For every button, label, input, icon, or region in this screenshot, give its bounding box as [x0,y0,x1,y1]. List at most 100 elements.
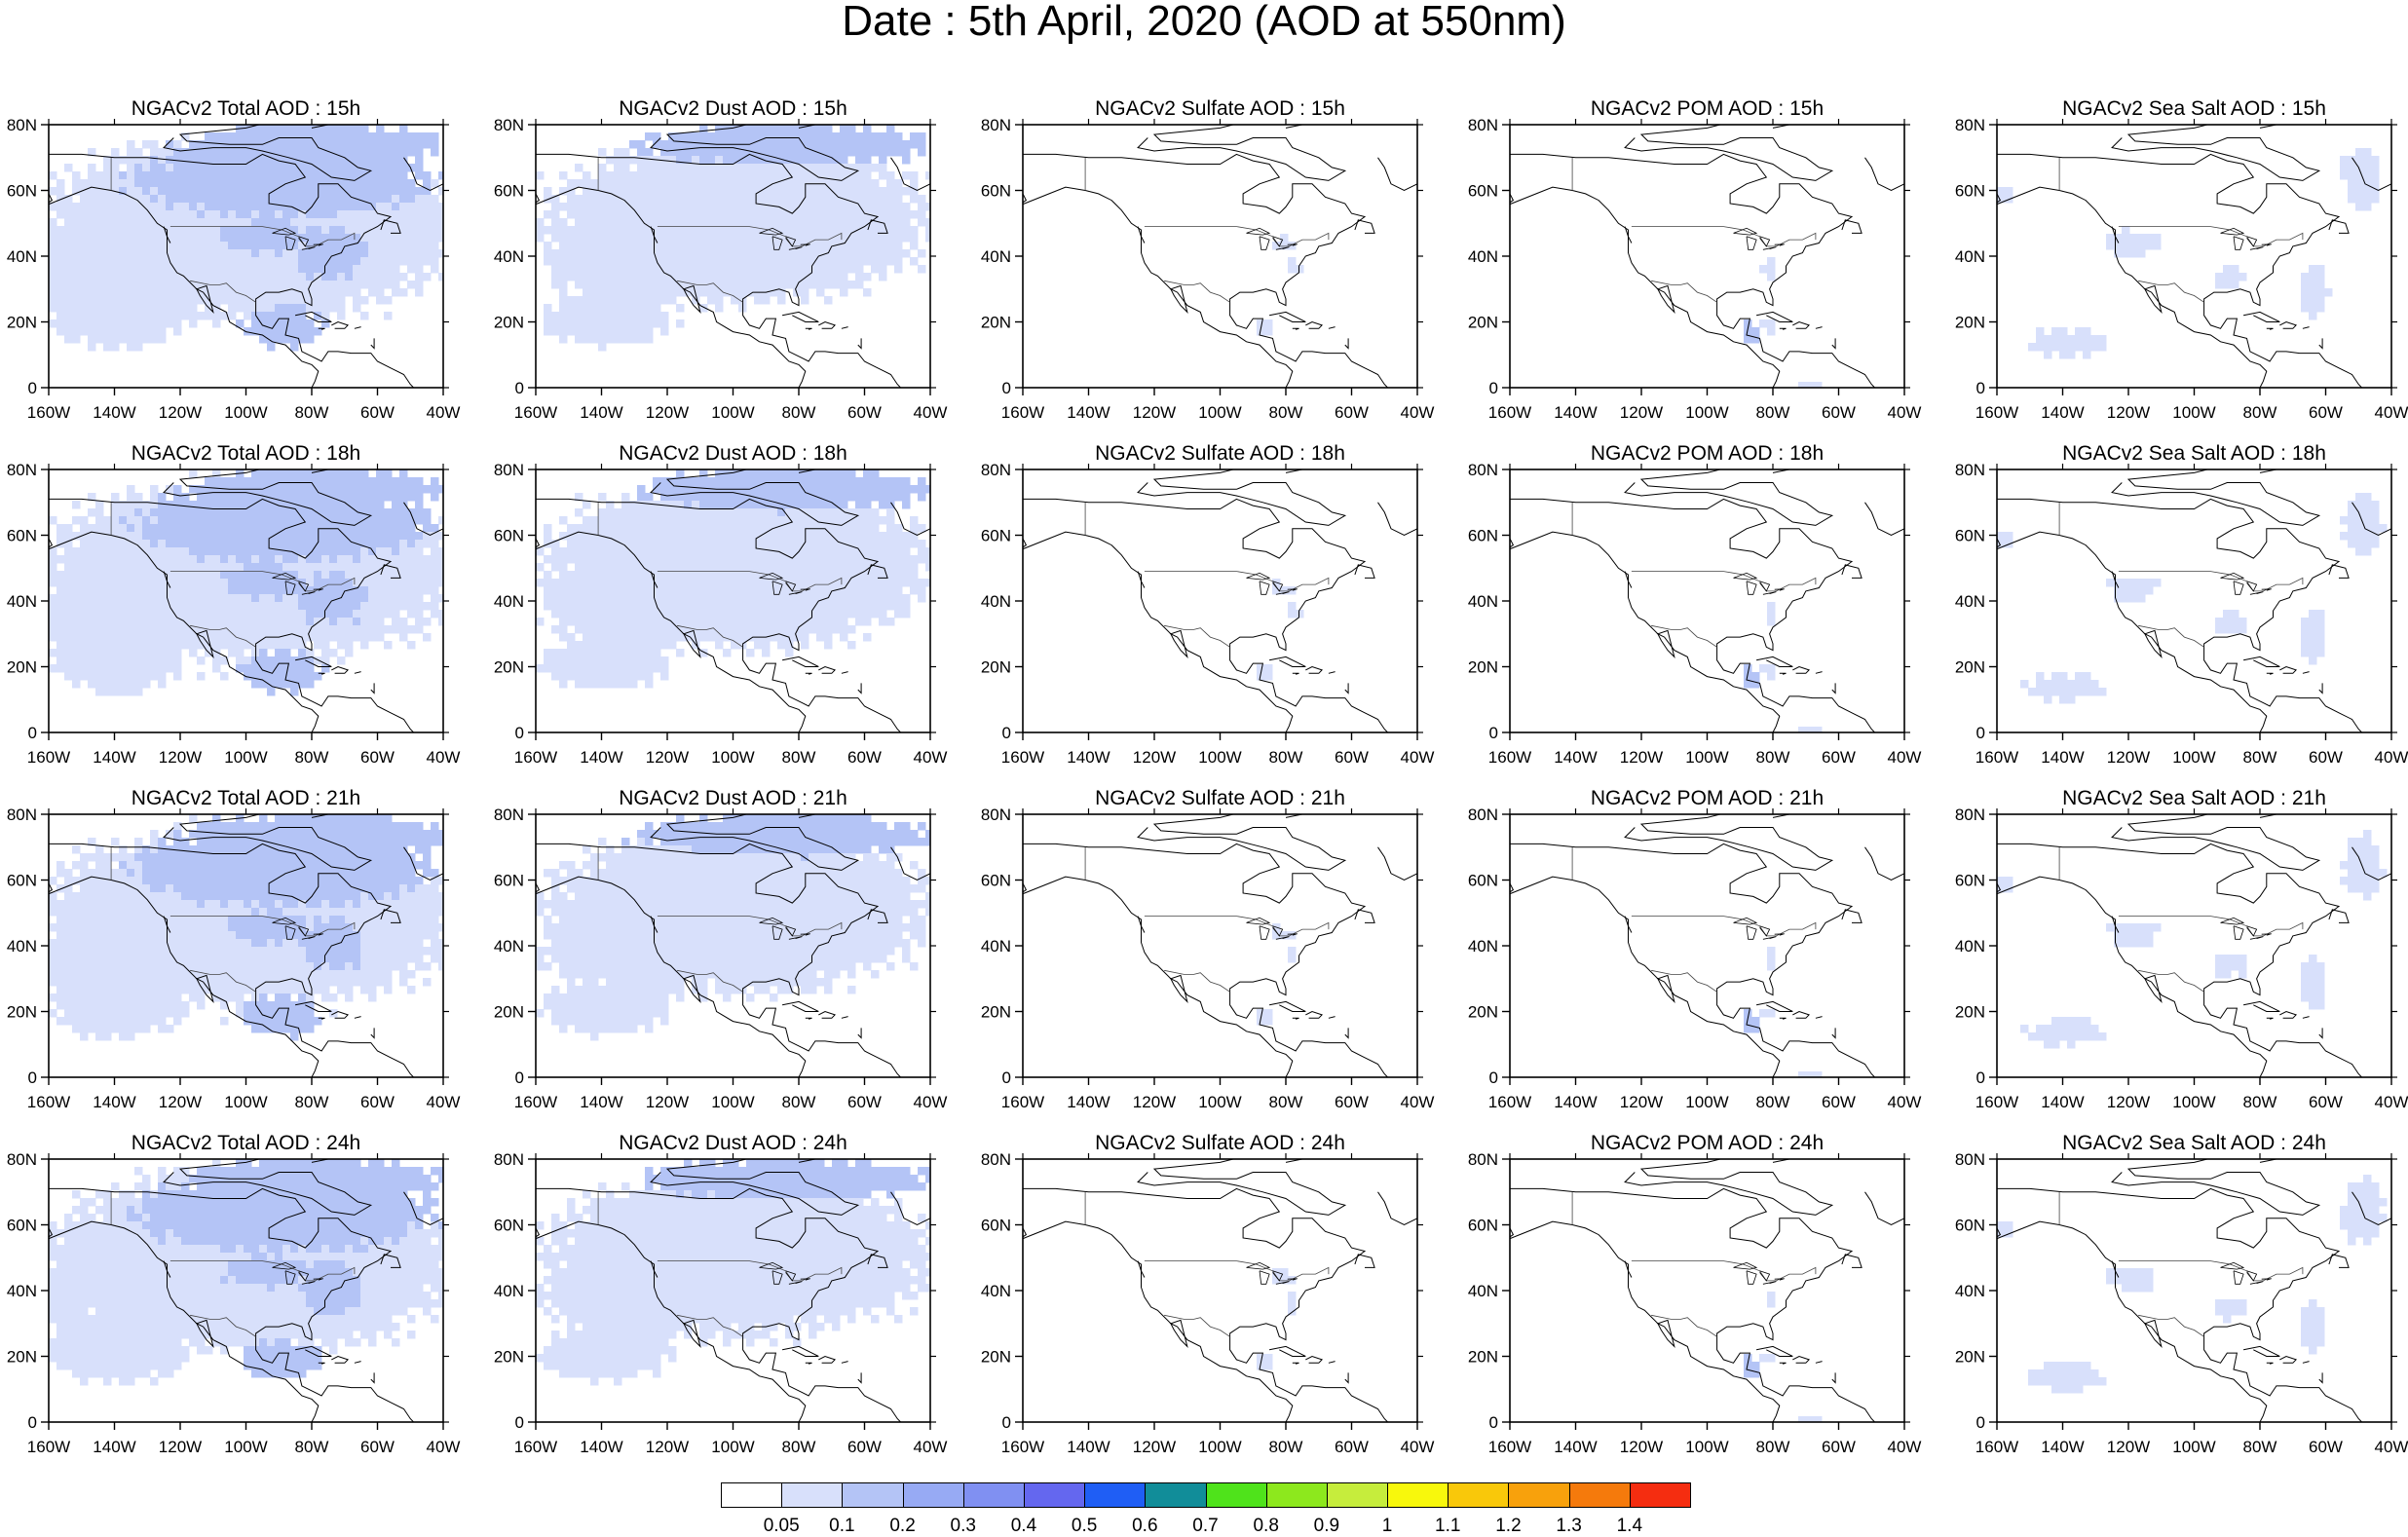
aod-cell [368,156,377,165]
aod-cell [840,571,848,580]
aod-cell [181,273,190,281]
aod-cell [606,335,615,344]
aod-cell [614,148,622,157]
aod-cell [306,203,315,211]
aod-cell [583,625,591,634]
aod-cell [2090,343,2099,352]
aod-cell [95,218,104,227]
aod-cell [645,156,654,165]
aod-cell [637,602,646,611]
aod-cell [777,273,786,281]
aod-cell [142,540,151,548]
aod-cell [345,125,354,133]
aod-cell [181,249,190,258]
aod-cell [251,602,260,611]
aod-cell [290,195,299,204]
aod-cell [2355,179,2364,188]
aod-cell [1264,319,1273,328]
aod-cell [606,594,615,603]
aod-cell [855,218,864,227]
aod-cell [134,249,143,258]
aod-cell [614,288,622,297]
coastline [355,327,361,329]
aod-cell [111,281,120,289]
aod-cell [314,493,322,502]
aod-cell [575,234,583,243]
aod-cell [205,516,213,525]
aod-cell [267,469,276,478]
aod-cell [181,516,190,525]
aod-cell [228,312,237,320]
panel-title: NGACv2 POM AOD : 15h [1591,97,1824,120]
aod-cell [575,218,583,227]
aod-cell [621,563,630,572]
aod-cell [723,203,732,211]
aod-cell [345,602,354,611]
aod-cell [1744,319,1752,328]
panel-title: NGACv2 Sea Salt AOD : 15h [2062,97,2326,120]
aod-cell [220,547,229,556]
aod-cell [801,493,809,502]
aod-cell [785,524,794,533]
aod-cell [785,485,794,494]
aod-cell [119,296,128,305]
aod-cell [119,602,128,611]
aod-cell [715,273,724,281]
aod-cell [360,563,369,572]
aod-cell [731,547,739,556]
aod-cell [88,226,96,235]
aod-cell [392,555,400,564]
aod-cell [251,508,260,517]
aod-cell [824,508,833,517]
aod-cell [699,618,708,626]
aod-cell [392,187,400,196]
aod-cell [583,649,591,657]
lat-tick-label: 40N [7,592,37,611]
aod-cell [205,508,213,517]
aod-cell [746,195,755,204]
aod-cell [840,555,848,564]
aod-cell [275,594,283,603]
aod-cell [127,343,135,352]
aod-cell [660,164,669,172]
aod-cell [197,164,206,172]
aod-cell [150,579,159,587]
aod-cell [645,242,654,250]
aod-cell [544,656,552,665]
aod-cell [88,547,96,556]
aod-cell [56,319,65,328]
aod-cell [598,610,607,619]
aod-cell [660,312,669,320]
aod-cell [275,265,283,274]
aod-cell [228,195,237,204]
aod-cell [598,633,607,642]
aod-cell [88,579,96,587]
aod-cell [785,265,794,274]
aod-cell [290,641,299,650]
aod-cell [544,249,552,258]
aod-cell [692,179,700,188]
aod-cell [567,524,576,533]
aod-cell [337,234,346,243]
aod-cell [660,633,669,642]
aod-cell [793,610,802,619]
coastline [1490,165,1780,389]
aod-cell [111,586,120,595]
aod-cell [236,304,245,313]
aod-cell [329,625,338,634]
aod-cell [88,179,96,188]
aod-cell [575,257,583,266]
aod-cell [166,281,174,289]
aod-cell [298,477,307,486]
aod-cell [166,563,174,572]
aod-cell [559,265,568,274]
aod-cell [676,288,685,297]
aod-cell [267,281,276,289]
aod-cell [871,602,880,611]
aod-cell [629,555,638,564]
aod-cell [840,156,848,165]
aod-cell [127,257,135,266]
aod-cell [567,579,576,587]
aod-cell [275,649,283,657]
aod-cell [275,242,283,250]
